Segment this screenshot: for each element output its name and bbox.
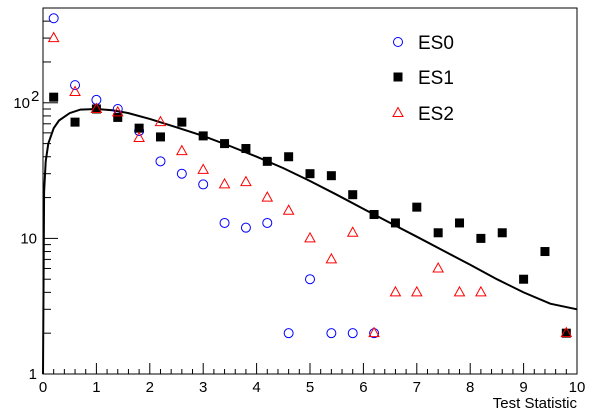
plot-frame (42, 7, 578, 375)
data-point (47, 31, 60, 43)
x-tick-label: 3 (199, 379, 207, 396)
data-point (198, 179, 209, 190)
x-axis-title: Test Statistic (493, 395, 578, 412)
data-point (48, 13, 59, 24)
data-point (155, 132, 165, 142)
legend-item-es0: ES0 (393, 33, 454, 54)
data-point (455, 218, 465, 228)
data-point (240, 175, 252, 187)
data-point (175, 144, 188, 156)
data-point (282, 204, 295, 215)
data-point (262, 156, 272, 166)
data-point (432, 261, 445, 273)
x-tick-label: 4 (252, 379, 260, 396)
legend-item-es2: ES2 (392, 104, 454, 125)
data-point (346, 226, 359, 237)
data-point (326, 328, 337, 339)
legend-marker (392, 106, 404, 117)
y-tick-label: 10 (20, 230, 37, 247)
data-point (111, 105, 124, 117)
data-point (155, 156, 166, 167)
data-point (240, 222, 251, 233)
series-es1 (49, 92, 571, 338)
y-tick-label: 1 (29, 366, 37, 383)
data-point (283, 328, 294, 339)
data-point (347, 328, 358, 339)
legend-label: ES0 (418, 33, 454, 54)
data-point (70, 117, 80, 127)
data-point (305, 169, 315, 179)
x-tick-label: 7 (413, 379, 421, 396)
legend-marker (393, 37, 403, 47)
data-point (49, 92, 59, 102)
data-point (476, 233, 486, 243)
data-point (369, 210, 379, 220)
data-point (540, 247, 550, 257)
data-point (91, 104, 101, 114)
x-tick-label: 1 (92, 379, 100, 396)
points-layer (47, 13, 573, 339)
data-point (70, 80, 81, 91)
x-tick-label: 0 (39, 379, 47, 396)
data-point (133, 131, 145, 142)
data-point (219, 217, 230, 228)
legend-label: ES1 (418, 68, 454, 89)
series-es2 (47, 31, 573, 338)
fit-curve-layer (42, 107, 578, 375)
data-point (497, 228, 507, 238)
data-point (198, 131, 208, 141)
x-tick-label: 5 (306, 379, 314, 396)
data-point (410, 285, 423, 297)
x-tick-label: 2 (146, 379, 154, 396)
x-tick-label: 6 (359, 379, 367, 396)
data-point (177, 117, 187, 127)
x-tick-label: 9 (519, 379, 527, 396)
x-tick-label: 10 (569, 379, 586, 396)
data-point (561, 328, 571, 338)
legend-marker (393, 72, 403, 82)
data-point (368, 326, 380, 338)
data-point (519, 274, 529, 284)
fit-curve-line (42, 107, 578, 375)
data-point (197, 163, 210, 174)
data-point (176, 168, 187, 179)
legend: ES0 ES1 ES2 (392, 33, 454, 125)
data-point (433, 228, 443, 238)
data-point (134, 123, 144, 133)
data-point (304, 231, 316, 243)
legend-item-es1: ES1 (393, 68, 454, 89)
data-point (412, 202, 422, 212)
data-point (560, 326, 573, 338)
data-point (241, 144, 251, 154)
data-point (262, 217, 273, 228)
x-tick-label: 8 (466, 379, 474, 396)
data-point (305, 274, 315, 285)
data-point (69, 85, 81, 97)
data-point (284, 152, 294, 162)
data-point (220, 139, 230, 149)
data-point (90, 102, 103, 113)
x-ticks: 0 1 2 3 4 5 6 7 8 9 10 (39, 363, 586, 396)
data-point (326, 171, 336, 181)
data-point (218, 177, 231, 189)
series-es0 (48, 13, 380, 339)
data-point (390, 218, 400, 228)
data-point (475, 285, 487, 297)
data-point (154, 115, 167, 127)
data-point (389, 285, 402, 297)
data-point (113, 112, 123, 122)
y-tick-label: 10 (13, 95, 30, 112)
data-point (348, 190, 358, 200)
data-point (325, 252, 338, 264)
data-point (261, 191, 274, 202)
legend-label: ES2 (418, 104, 454, 125)
y-tick-superscript: 2 (31, 88, 39, 105)
data-point (453, 285, 466, 297)
